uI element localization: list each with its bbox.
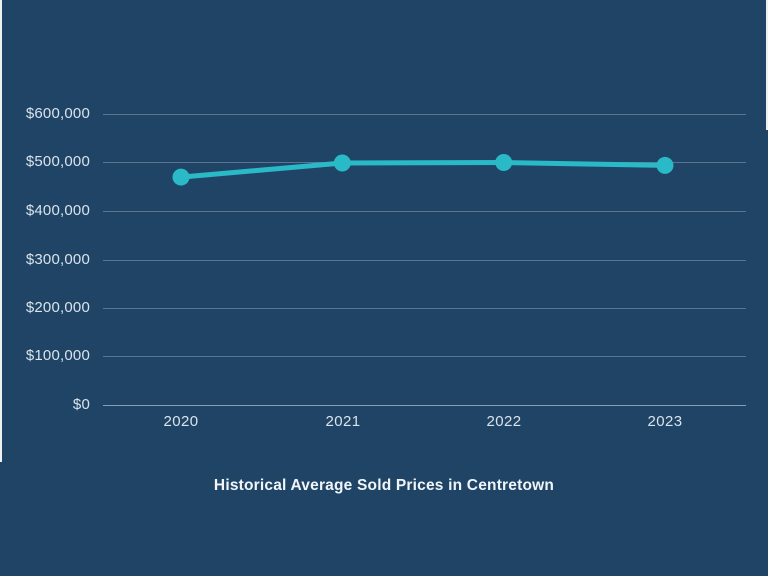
gridline-300k	[103, 260, 746, 261]
y-tick-label: $0	[72, 396, 90, 413]
x-tick-label-2020: 2020	[163, 413, 199, 430]
x-tick-label-2021: 2021	[325, 413, 361, 430]
line-series	[172, 154, 674, 186]
gridline-600k	[103, 114, 746, 115]
gridline-100k	[103, 356, 746, 357]
y-tick-label: $300,000	[25, 251, 90, 268]
gridline-400k	[103, 211, 746, 212]
data-point	[172, 168, 190, 186]
data-point	[333, 154, 351, 172]
gridline-0-baseline	[103, 405, 746, 406]
y-tick-label: $100,000	[25, 347, 90, 364]
gridline-200k	[103, 308, 746, 309]
y-tick-label: $400,000	[25, 202, 90, 219]
y-tick-label: $500,000	[25, 153, 90, 170]
right-white-edge	[766, 0, 768, 130]
left-white-edge	[0, 0, 2, 462]
y-tick-label: $600,000	[25, 105, 90, 122]
x-tick-label-2022: 2022	[486, 413, 522, 430]
series-line	[178, 160, 668, 180]
chart-title: Historical Average Sold Prices in Centre…	[213, 477, 555, 494]
y-tick-label: $200,000	[25, 299, 90, 316]
x-tick-label-2023: 2023	[647, 413, 683, 430]
data-point	[656, 156, 674, 174]
data-point	[495, 154, 513, 171]
